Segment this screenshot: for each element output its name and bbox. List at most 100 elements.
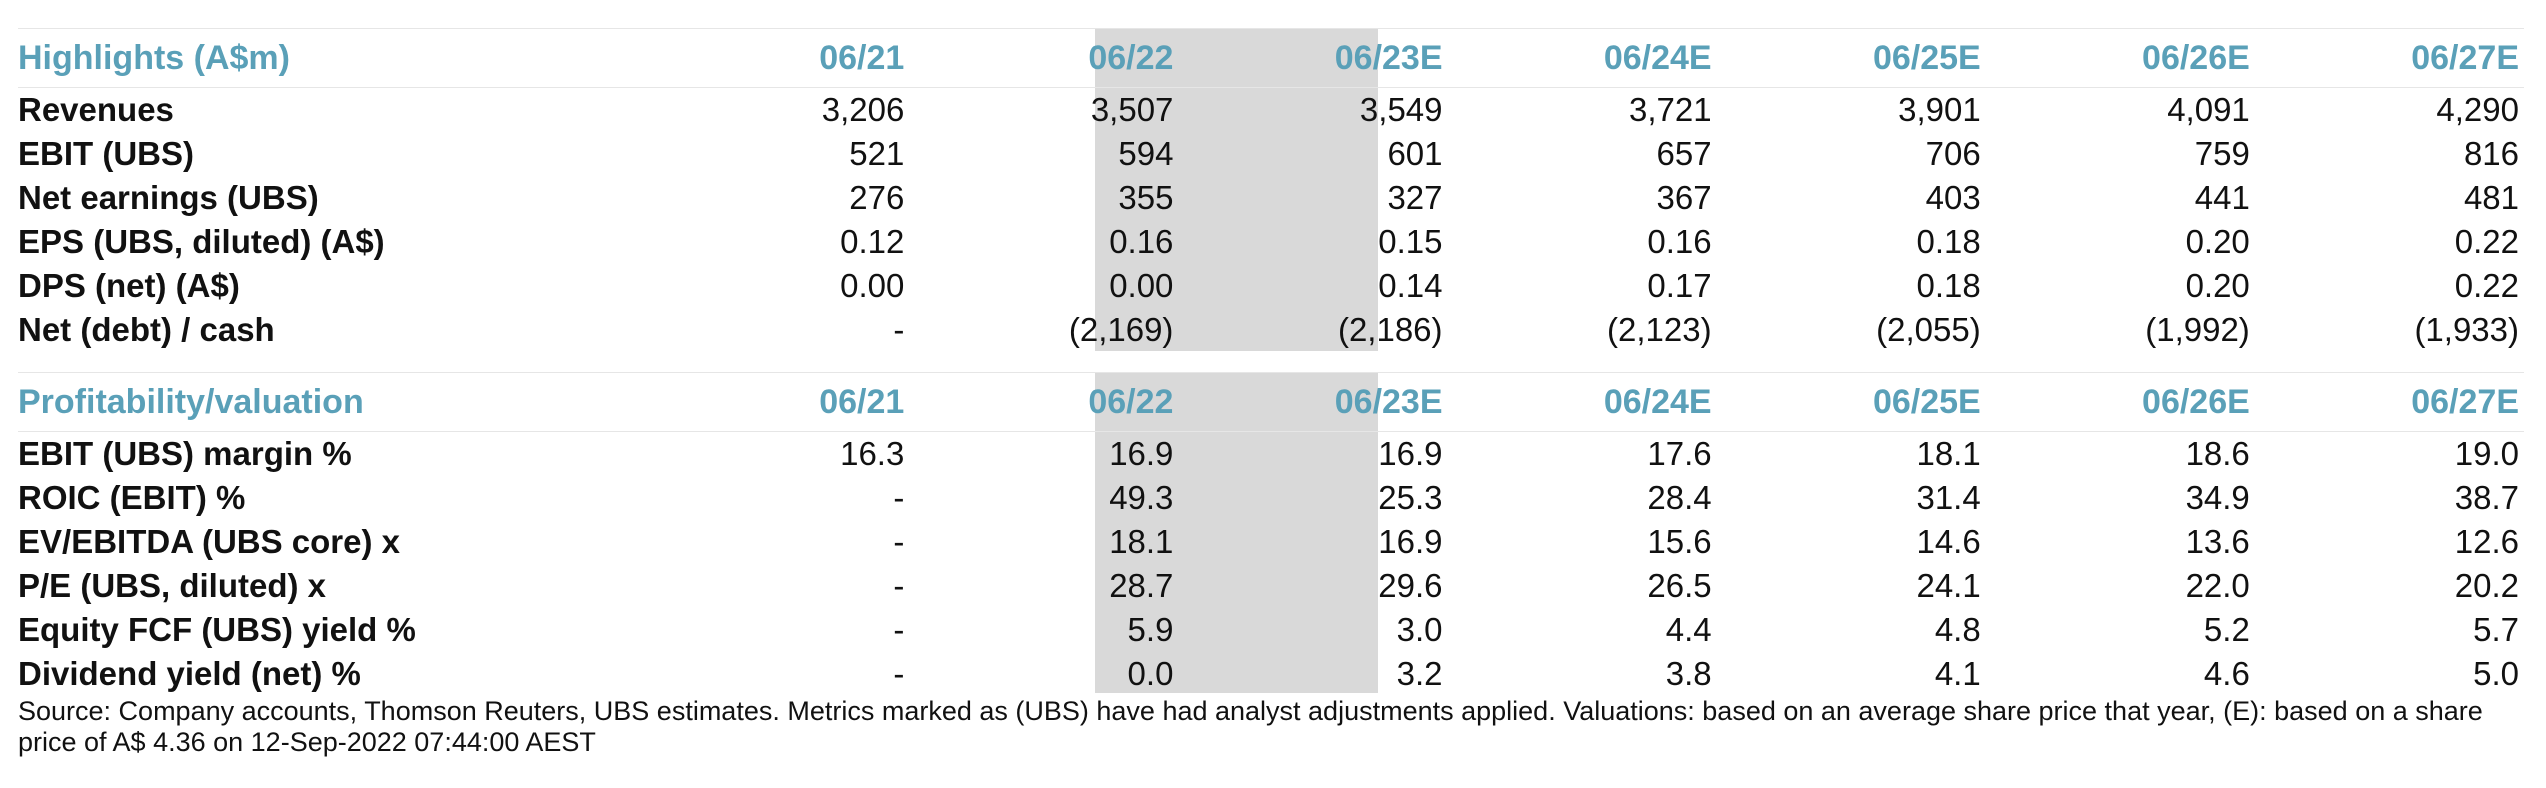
- cell-value: (2,169): [1068, 311, 1174, 348]
- source-footnote: Source: Company accounts, Thomson Reuter…: [18, 696, 2483, 757]
- row-label: Revenues: [18, 91, 174, 128]
- cell-value: 13.6: [2185, 523, 2250, 560]
- cell-value: 3.2: [1396, 655, 1443, 692]
- cell-value: 25.3: [1378, 479, 1443, 516]
- year-header: 06/27E: [2254, 372, 2524, 432]
- table-row: Net earnings (UBS) 276 355 327 367 403 4…: [18, 176, 2524, 220]
- cell-value: 0.17: [1647, 267, 1712, 304]
- row-label: EPS (UBS, diluted) (A$): [18, 223, 385, 260]
- cell-value: 521: [849, 135, 905, 172]
- year-header: 06/25E: [1716, 28, 1986, 88]
- cell-value: 15.6: [1647, 523, 1712, 560]
- cell-value: 16.3: [840, 435, 905, 472]
- cell-value: 0.16: [1647, 223, 1712, 260]
- year-header: 06/22: [909, 28, 1179, 88]
- cell-value: 3,507: [1090, 91, 1174, 128]
- cell-value: 18.1: [1916, 435, 1981, 472]
- year-header: 06/27E: [2254, 28, 2524, 88]
- table-row: EV/EBITDA (UBS core) x - 18.1 16.9 15.6 …: [18, 520, 2524, 564]
- cell-value: 3,901: [1898, 91, 1981, 128]
- cell-value: 24.1: [1916, 567, 1981, 604]
- cell-value: 0.00: [1109, 267, 1174, 304]
- cell-value: 5.9: [1127, 611, 1174, 648]
- cell-value: 355: [1118, 179, 1174, 216]
- table-row: Equity FCF (UBS) yield % - 5.9 3.0 4.4 4…: [18, 608, 2524, 652]
- cell-value: 19.0: [2454, 435, 2519, 472]
- cell-value: 34.9: [2185, 479, 2250, 516]
- cell-value: 706: [1925, 135, 1981, 172]
- section-title: Highlights (A$m): [18, 28, 641, 88]
- cell-value: 17.6: [1647, 435, 1712, 472]
- cell-value: 601: [1387, 135, 1443, 172]
- cell-value: -: [893, 479, 905, 516]
- cell-value: 16.9: [1109, 435, 1174, 472]
- year-header: 06/24E: [1447, 372, 1717, 432]
- cell-value: -: [893, 611, 905, 648]
- table-row: Net (debt) / cash - (2,169) (2,186) (2,1…: [18, 308, 2524, 352]
- table-row: EBIT (UBS) margin % 16.3 16.9 16.9 17.6 …: [18, 432, 2524, 477]
- cell-value: -: [893, 311, 905, 348]
- cell-value: 3,721: [1629, 91, 1712, 128]
- cell-value: 18.6: [2185, 435, 2250, 472]
- cell-value: 16.9: [1378, 435, 1443, 472]
- cell-value: 0.18: [1916, 267, 1981, 304]
- cell-value: 367: [1656, 179, 1712, 216]
- year-header: 06/26E: [1985, 372, 2255, 432]
- cell-value: 3,206: [821, 91, 905, 128]
- year-header: 06/26E: [1985, 28, 2255, 88]
- cell-value: 0.16: [1109, 223, 1174, 260]
- cell-value: 759: [2194, 135, 2250, 172]
- row-label: ROIC (EBIT) %: [18, 479, 246, 516]
- year-header: 06/21: [640, 372, 910, 432]
- year-header: 06/23E: [1178, 28, 1448, 88]
- cell-value: 0.20: [2185, 223, 2250, 260]
- cell-value: 0.20: [2185, 267, 2250, 304]
- row-label: EBIT (UBS): [18, 135, 194, 172]
- cell-value: 16.9: [1378, 523, 1443, 560]
- cell-value: 327: [1387, 179, 1443, 216]
- row-label: Net (debt) / cash: [18, 311, 275, 348]
- cell-value: 0.00: [840, 267, 905, 304]
- cell-value: 0.0: [1127, 655, 1174, 692]
- cell-value: -: [893, 523, 905, 560]
- year-header: 06/21: [640, 28, 910, 88]
- cell-value: 31.4: [1916, 479, 1981, 516]
- cell-value: 0.14: [1378, 267, 1443, 304]
- cell-value: 18.1: [1109, 523, 1174, 560]
- cell-value: 28.7: [1109, 567, 1174, 604]
- table-row: EBIT (UBS) 521 594 601 657 706 759 816: [18, 132, 2524, 176]
- cell-value: 4.1: [1934, 655, 1981, 692]
- cell-value: 276: [849, 179, 905, 216]
- year-header: 06/23E: [1178, 372, 1448, 432]
- row-label: Dividend yield (net) %: [18, 655, 361, 692]
- cell-value: (2,055): [1876, 311, 1981, 348]
- cell-value: 4.6: [2203, 655, 2250, 692]
- cell-value: 403: [1925, 179, 1981, 216]
- cell-value: (1,992): [2145, 311, 2250, 348]
- year-header: 06/25E: [1716, 372, 1986, 432]
- cell-value: 5.7: [2473, 611, 2519, 648]
- cell-value: 816: [2463, 135, 2519, 172]
- row-label: Net earnings (UBS): [18, 179, 319, 216]
- cell-value: 22.0: [2185, 567, 2250, 604]
- table-row: P/E (UBS, diluted) x - 28.7 29.6 26.5 24…: [18, 564, 2524, 608]
- cell-value: 12.6: [2454, 523, 2519, 560]
- financial-table: Highlights (A$m) 06/21 06/22 06/23E 06/2…: [18, 28, 2524, 696]
- table-row: Dividend yield (net) % - 0.0 3.2 3.8 4.1…: [18, 652, 2524, 696]
- cell-value: 49.3: [1109, 479, 1174, 516]
- cell-value: 4,091: [2167, 91, 2250, 128]
- cell-value: 0.12: [840, 223, 905, 260]
- cell-value: 28.4: [1647, 479, 1712, 516]
- section-title: Profitability/valuation: [18, 372, 641, 432]
- cell-value: -: [893, 655, 905, 692]
- cell-value: 0.18: [1916, 223, 1981, 260]
- cell-value: (2,123): [1607, 311, 1712, 348]
- cell-value: 657: [1656, 135, 1712, 172]
- table-row: ROIC (EBIT) % - 49.3 25.3 28.4 31.4 34.9…: [18, 476, 2524, 520]
- cell-value: -: [893, 567, 905, 604]
- cell-value: 4,290: [2436, 91, 2519, 128]
- cell-value: 3,549: [1359, 91, 1443, 128]
- profitability-header-row: Profitability/valuation 06/21 06/22 06/2…: [18, 372, 2524, 432]
- year-header: 06/22: [909, 372, 1179, 432]
- table-row: DPS (net) (A$) 0.00 0.00 0.14 0.17 0.18 …: [18, 264, 2524, 308]
